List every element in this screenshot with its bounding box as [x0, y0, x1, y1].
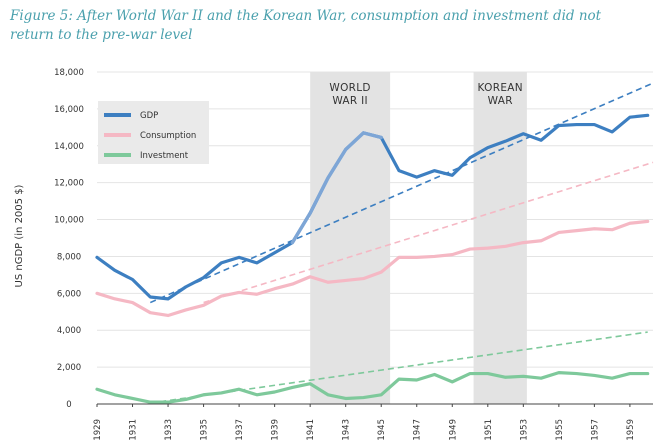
series-line	[95, 219, 650, 318]
series-line	[95, 371, 650, 404]
band-label: WAR	[488, 95, 513, 107]
trend-line	[149, 82, 654, 304]
y-tick-label: 14,000	[54, 142, 84, 152]
y-tick-label: 0	[66, 400, 71, 410]
x-tick-label: 1947	[413, 419, 423, 441]
trend-lines	[149, 82, 654, 404]
y-tick-label: 18,000	[54, 68, 84, 78]
legend-label: GDP	[140, 111, 158, 121]
y-tick-label: 10,000	[54, 216, 84, 226]
chart-title: Figure 5: After World War II and the Kor…	[10, 8, 602, 43]
y-tick-label: 6,000	[57, 289, 81, 299]
x-tick-label: 1931	[129, 419, 139, 441]
legend: GDP Consumption Investment	[98, 101, 209, 164]
x-tick-label: 1951	[484, 419, 494, 441]
y-tick-label: 8,000	[57, 252, 81, 262]
band-label: WORLD	[329, 82, 370, 94]
y-tick-label: 12,000	[54, 179, 84, 189]
x-tick-label: 1949	[448, 419, 458, 441]
war-band	[473, 72, 527, 404]
legend-label: Investment	[140, 151, 189, 161]
x-tick-label: 1945	[377, 419, 387, 441]
x-tick-label: 1959	[626, 419, 636, 441]
y-tick-label: 16,000	[54, 105, 84, 115]
y-axis-label: US nGDP (in 2005 $)	[14, 184, 25, 287]
x-tick-label: 1955	[555, 419, 565, 441]
data-series	[95, 113, 650, 404]
x-tick-label: 1953	[519, 419, 529, 441]
x-tick-label: 1933	[164, 419, 174, 441]
x-tick-label: 1957	[590, 419, 600, 441]
band-label: WAR II	[332, 95, 368, 107]
legend-label: Consumption	[140, 131, 196, 141]
x-tick-label: 1929	[93, 419, 103, 441]
x-tick-label: 1939	[271, 419, 281, 441]
y-tick-label: 4,000	[57, 326, 81, 336]
x-tick-label: 1943	[342, 419, 352, 441]
x-tick-label: 1937	[235, 419, 245, 441]
band-label: KOREAN	[478, 82, 523, 94]
x-tick-label: 1935	[200, 419, 210, 441]
axes: 0 2,000 4,000 6,000 8,000 10,000 12,000 14,000 1…	[54, 68, 653, 441]
trend-line	[203, 161, 654, 304]
x-tick-label: 1941	[306, 419, 316, 441]
war-band	[310, 72, 391, 404]
y-tick-label: 2,000	[57, 363, 81, 373]
series-line-war-segment	[290, 131, 383, 245]
